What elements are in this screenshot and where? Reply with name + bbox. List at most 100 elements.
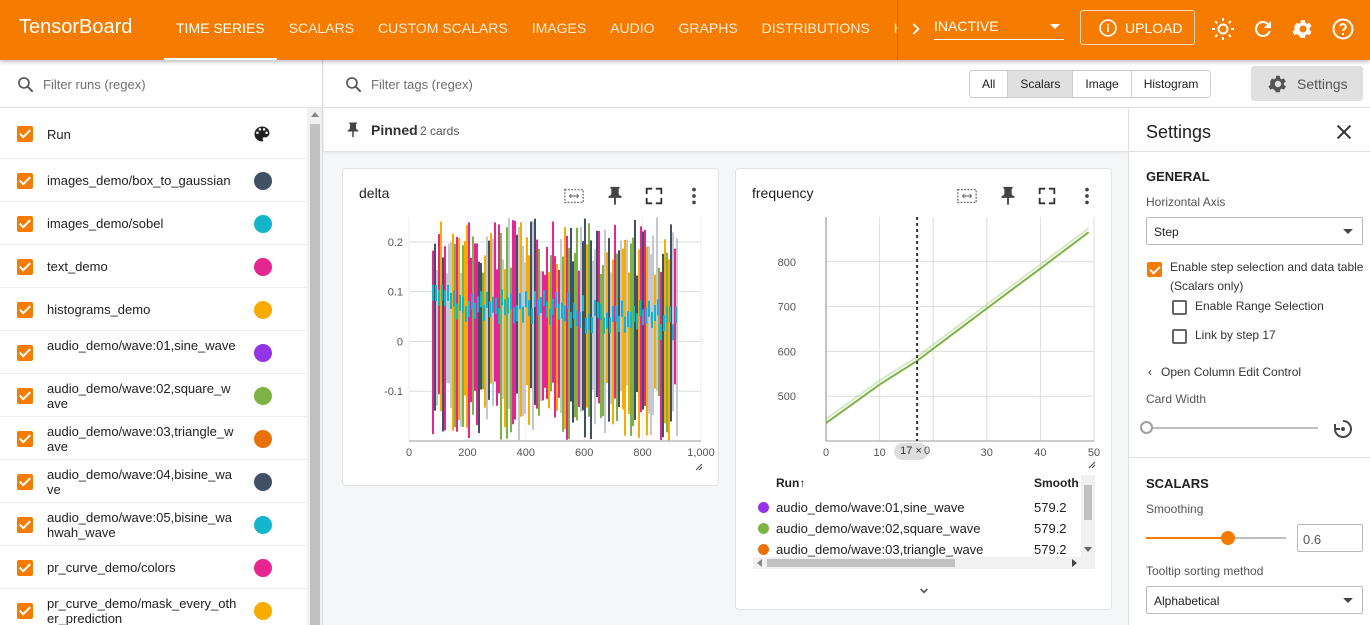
- run-row[interactable]: audio_demo/wave:03,triangle_wave: [0, 417, 307, 460]
- select-all-runs-checkbox[interactable]: [17, 126, 33, 142]
- run-color-swatch[interactable]: [254, 430, 272, 448]
- pin-icon[interactable]: [604, 185, 626, 207]
- scrollbar-thumb[interactable]: [767, 559, 955, 567]
- run-name: images_demo/box_to_gaussian: [47, 173, 231, 188]
- run-row[interactable]: images_demo/sobel: [0, 202, 307, 245]
- filter-histogram-button[interactable]: Histogram: [1143, 77, 1199, 91]
- scrollbar-thumb[interactable]: [310, 124, 320, 625]
- chevron-right-icon[interactable]: [905, 18, 927, 40]
- run-color-swatch[interactable]: [254, 215, 272, 233]
- horizontal-axis-select[interactable]: Step: [1146, 217, 1363, 245]
- settings-button[interactable]: Settings: [1251, 66, 1363, 101]
- open-column-edit-link[interactable]: Open Column Edit Control: [1161, 365, 1302, 379]
- tab-custom-scalars[interactable]: CUSTOM SCALARS: [378, 20, 508, 36]
- run-row[interactable]: audio_demo/wave:01,sine_wave: [0, 331, 307, 374]
- filter-image-button[interactable]: Image: [1073, 71, 1132, 97]
- run-checkbox[interactable]: [17, 474, 33, 490]
- delta-chart[interactable]: 0.2 0.1 0 -0.1 0 200 400 600 800 1,000: [343, 209, 718, 469]
- expand-more-icon[interactable]: [916, 583, 932, 599]
- run-row[interactable]: audio_demo/wave:04,bisine_wave: [0, 460, 307, 503]
- refresh-icon[interactable]: [1251, 17, 1275, 41]
- card-width-slider-thumb[interactable]: [1140, 421, 1153, 434]
- run-color-swatch[interactable]: [254, 301, 272, 319]
- tab-time-series[interactable]: TIME SERIES: [164, 0, 277, 60]
- scroll-left-icon[interactable]: [757, 559, 762, 567]
- run-checkbox[interactable]: [17, 560, 33, 576]
- run-checkbox[interactable]: [17, 517, 33, 533]
- tab-images[interactable]: IMAGES: [531, 20, 587, 36]
- fit-domain-icon[interactable]: [956, 185, 978, 207]
- fullscreen-icon[interactable]: [643, 185, 665, 207]
- gear-icon[interactable]: [1291, 17, 1315, 41]
- more-vert-icon[interactable]: [683, 185, 705, 207]
- card-width-slider-track[interactable]: [1146, 427, 1318, 429]
- run-color-swatch[interactable]: [254, 473, 272, 491]
- table-horizontal-scrollbar[interactable]: [753, 557, 1095, 569]
- pin-icon[interactable]: [997, 185, 1019, 207]
- run-row[interactable]: audio_demo/wave:05,bisine_wahwah_wave: [0, 503, 307, 546]
- runs-filter-input[interactable]: Filter runs (regex): [43, 77, 146, 92]
- run-row[interactable]: histograms_demo: [0, 288, 307, 331]
- upload-button[interactable]: UPLOAD: [1080, 10, 1195, 45]
- scroll-up-icon[interactable]: [311, 112, 319, 117]
- link-by-step-label: Link by step 17: [1195, 328, 1276, 342]
- run-color-swatch[interactable]: [254, 516, 272, 534]
- fullscreen-icon[interactable]: [1036, 185, 1058, 207]
- run-checkbox[interactable]: [17, 431, 33, 447]
- run-color-swatch[interactable]: [254, 258, 272, 276]
- help-icon[interactable]: [1331, 17, 1355, 41]
- step-selection-checkbox[interactable]: [1147, 262, 1162, 277]
- run-checkbox[interactable]: [17, 173, 33, 189]
- tab-histograms[interactable]: HISTO: [882, 0, 898, 60]
- smoothing-slider-thumb[interactable]: [1221, 531, 1236, 545]
- column-header-run[interactable]: Run↑: [776, 476, 805, 490]
- run-color-swatch[interactable]: [254, 602, 272, 620]
- more-vert-icon[interactable]: [1076, 185, 1098, 207]
- column-header-smoothed[interactable]: Smooth: [1034, 476, 1079, 490]
- theme-toggle-icon[interactable]: [1211, 17, 1235, 41]
- run-checkbox[interactable]: [17, 345, 33, 361]
- resize-handle-icon[interactable]: [1088, 461, 1096, 469]
- link-by-step-checkbox[interactable]: [1172, 329, 1187, 344]
- filter-all-button[interactable]: All: [970, 71, 1009, 97]
- run-row[interactable]: text_demo: [0, 245, 307, 288]
- run-color-swatch[interactable]: [254, 172, 272, 190]
- tab-audio[interactable]: AUDIO: [610, 20, 655, 36]
- tab-scalars[interactable]: SCALARS: [288, 20, 355, 36]
- tooltip-sort-select[interactable]: Alphabetical: [1146, 586, 1363, 614]
- run-row[interactable]: pr_curve_demo/mask_every_other_predictio…: [0, 589, 307, 625]
- run-color-swatch[interactable]: [254, 559, 272, 577]
- inactive-plugins-select[interactable]: INACTIVE: [934, 14, 1064, 40]
- close-icon[interactable]: ×: [915, 445, 922, 457]
- step-selector-chip[interactable]: 17 ×: [894, 443, 928, 460]
- scroll-right-icon[interactable]: [1072, 559, 1077, 567]
- run-row[interactable]: audio_demo/wave:02,square_wave: [0, 374, 307, 417]
- run-checkbox[interactable]: [17, 216, 33, 232]
- run-checkbox[interactable]: [17, 388, 33, 404]
- run-checkbox[interactable]: [17, 603, 33, 619]
- tab-graphs[interactable]: GRAPHS: [678, 20, 738, 36]
- fit-domain-icon[interactable]: [563, 185, 585, 207]
- run-row[interactable]: images_demo/box_to_gaussian: [0, 159, 307, 202]
- runs-scrollbar[interactable]: [307, 108, 322, 625]
- scroll-down-icon[interactable]: [1084, 547, 1092, 552]
- range-selection-checkbox[interactable]: [1172, 300, 1187, 315]
- run-checkbox[interactable]: [17, 259, 33, 275]
- tab-distributions[interactable]: DISTRIBUTIONS: [761, 20, 870, 36]
- run-checkbox[interactable]: [17, 302, 33, 318]
- resize-handle-icon[interactable]: [695, 463, 703, 471]
- run-row[interactable]: pr_curve_demo/colors: [0, 546, 307, 589]
- run-color-dot: [758, 544, 769, 555]
- tags-filter-input[interactable]: Filter tags (regex): [371, 77, 473, 92]
- smoothing-input[interactable]: 0.6: [1297, 524, 1363, 552]
- run-color-swatch[interactable]: [254, 344, 272, 362]
- close-icon[interactable]: [1333, 121, 1355, 143]
- runs-filter[interactable]: Filter runs (regex): [0, 60, 322, 108]
- filter-scalars-button[interactable]: Scalars: [1008, 71, 1074, 97]
- table-vertical-scrollbar[interactable]: [1081, 475, 1095, 557]
- frequency-chart[interactable]: 800 700 600 500 0 10 30 40 50: [736, 209, 1111, 469]
- run-color-swatch[interactable]: [254, 387, 272, 405]
- palette-icon[interactable]: [252, 124, 272, 144]
- scrollbar-thumb[interactable]: [1084, 485, 1092, 520]
- reset-icon[interactable]: [1331, 417, 1355, 441]
